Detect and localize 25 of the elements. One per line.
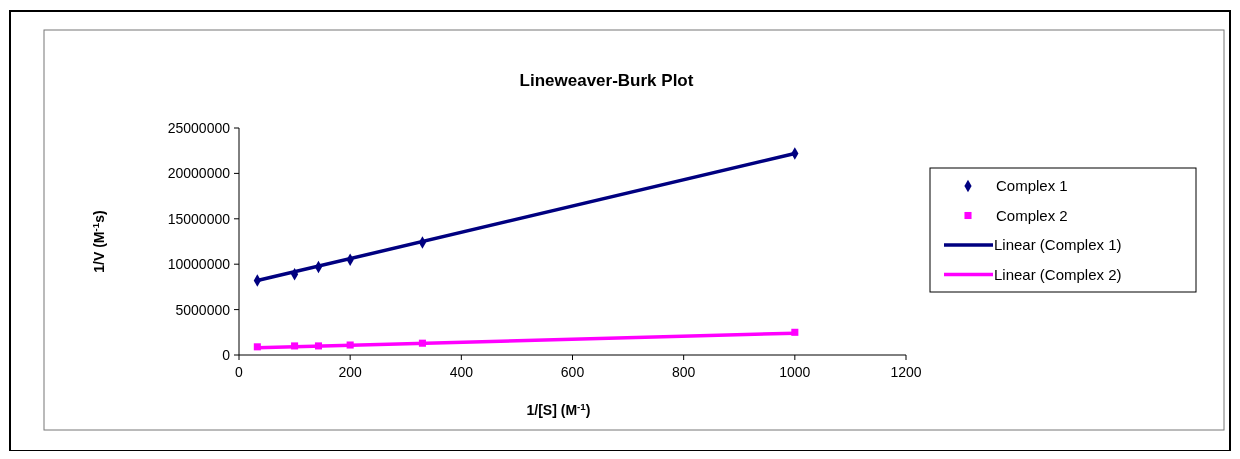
x-tick-label: 0: [235, 364, 244, 380]
legend-label: Complex 2: [996, 206, 1068, 224]
legend-label: Linear (Complex 1): [994, 236, 1122, 254]
y-tick-label: 10000000: [167, 256, 231, 273]
point: [291, 342, 299, 350]
point: [253, 343, 261, 351]
point: [314, 342, 323, 350]
legend-label: Complex 1: [996, 177, 1068, 195]
x-tick-label: 400: [449, 364, 474, 380]
y-tick-label: 20000000: [167, 165, 231, 182]
y-tick-label: 25000000: [167, 119, 231, 136]
point: [346, 341, 354, 349]
x-tick-label: 800: [671, 364, 696, 380]
x-tick-label: 1000: [779, 364, 811, 380]
x-tick-label: 200: [338, 364, 363, 380]
point: [418, 339, 426, 347]
x-axis-title: 1/[S] (M$^{-1}$): [526, 400, 591, 418]
x-tick-label: 600: [560, 364, 585, 380]
y-tick-label: 5000000: [175, 301, 231, 318]
legend-label: Linear (Complex 2): [994, 265, 1122, 283]
y-tick-label: 15000000: [167, 210, 231, 227]
chart-title: Lineweaver-Burk Plot: [519, 71, 694, 90]
x-tick-label: 1200: [890, 364, 922, 380]
point: [791, 328, 799, 336]
y-tick-label: 0: [222, 346, 231, 363]
